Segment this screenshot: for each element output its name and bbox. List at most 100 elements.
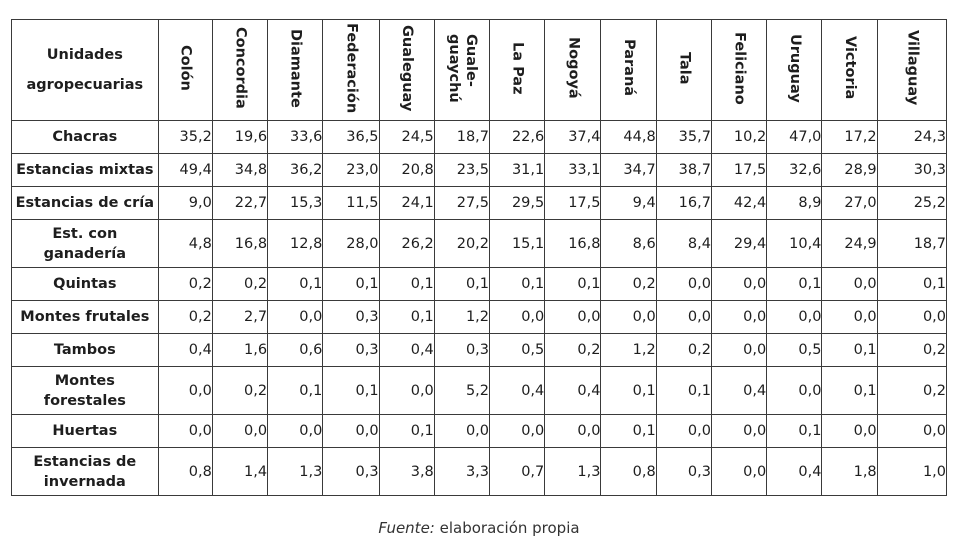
table-cell: 10,2 [710,120,768,154]
table-cell: 19,6 [211,120,269,154]
table-cell: 0,0 [876,414,948,448]
table-cell: 0,0 [544,414,602,448]
table-cell: 0,0 [489,414,546,448]
table-cell: 38,7 [655,153,712,187]
table-cell: 16,7 [655,186,712,220]
table-cell: 20,2 [433,219,491,268]
table-cell: 1,8 [821,447,878,496]
table-row: Estancias mixtas 49,4 34,8 36,2 23,0 20,8 23,5… [11,153,948,187]
table-cell: 44,8 [600,120,657,154]
table-cell: 0,1 [655,366,712,415]
table-cell: 24,5 [378,120,435,154]
column-header: Uruguay [766,19,823,121]
data-table: Unidades agropecuarias Colón Concordia D… [11,19,948,496]
column-header-label: La Paz [509,41,526,95]
column-header-label: Colón [177,45,194,91]
table-cell: 0,2 [157,300,213,334]
table-cell: 22,7 [211,186,269,220]
column-header-label: Federación [343,22,360,114]
row-label: Montes forestales [11,366,159,415]
table-cell: 0,0 [821,414,878,448]
column-header-label: Uruguay [786,33,803,103]
row-label: Estancias mixtas [11,153,159,187]
table-cell: 1,4 [211,447,269,496]
row-label: Huertas [11,414,159,448]
table-cell: 8,9 [766,186,823,220]
table-cell: 37,4 [544,120,602,154]
table-cell: 0,8 [600,447,657,496]
column-header-label: Paraná [621,39,638,97]
table-cell: 0,4 [766,447,823,496]
table-cell: 15,1 [489,219,546,268]
table-cell: 29,5 [489,186,546,220]
table-cell: 0,1 [267,366,324,415]
table-row: Tambos 0,4 1,6 0,6 0,3 0,4 0,3 0,5 0,2 1,2 0,2 0,0 0… [11,333,948,367]
table-cell: 0,2 [211,366,269,415]
table-cell: 5,2 [433,366,491,415]
table-cell: 9,0 [157,186,213,220]
column-header: Victoria [821,19,878,121]
table-cell: 1,0 [876,447,948,496]
table-cell: 23,0 [322,153,380,187]
column-header-label: Villaguay [904,30,921,106]
table-row: Montes frutales 0,2 2,7 0,0 0,3 0,1 1,2 0,0 0,0 0… [11,300,948,334]
table-cell: 1,3 [544,447,602,496]
table-cell: 32,6 [766,153,823,187]
table-cell: 17,2 [821,120,878,154]
table-cell: 0,0 [710,267,768,301]
table-cell: 4,8 [157,219,213,268]
table-cell: 0,2 [544,333,602,367]
table-cell: 9,4 [600,186,657,220]
table-cell: 0,3 [322,300,380,334]
table-cell: 0,6 [267,333,324,367]
table-cell: 0,1 [322,366,380,415]
table-cell: 0,0 [433,414,491,448]
table-cell: 0,1 [766,414,823,448]
table-row: Quintas 0,2 0,2 0,1 0,1 0,1 0,1 0,1 0,1 0,2 0,0 0,0… [11,267,948,301]
table-cell: 0,1 [766,267,823,301]
column-header: Diamante [267,19,324,121]
table-cell: 0,2 [655,333,712,367]
table-cell: 0,2 [211,267,269,301]
table-row: Estancias de invernada 0,8 1,4 1,3 0,3 3,8 3,3… [11,447,948,496]
column-header-label: Diamante [287,28,304,108]
table-cell: 0,1 [821,333,878,367]
table-cell: 0,0 [157,366,213,415]
row-label: Estancias de invernada [11,447,159,496]
table-cell: 0,1 [876,267,948,301]
table-cell: 0,0 [600,300,657,334]
table-cell: 18,7 [876,219,948,268]
table-cell: 0,3 [322,333,380,367]
table-cell: 0,5 [766,333,823,367]
table-cell: 0,0 [211,414,269,448]
column-header-label: Gualeguay [399,24,416,112]
source-label: Fuente: [378,519,435,537]
table-cell: 33,6 [267,120,324,154]
table-cell: 26,2 [378,219,435,268]
table-cell: 0,0 [710,414,768,448]
table-cell: 0,4 [378,333,435,367]
table-cell: 22,6 [489,120,546,154]
table-cell: 0,1 [378,267,435,301]
table-cell: 0,0 [655,414,712,448]
table-cell: 1,2 [600,333,657,367]
table-cell: 0,4 [157,333,213,367]
table-row: Chacras 35,2 19,6 33,6 36,5 24,5 18,7 22,6 37,4 4… [11,120,948,154]
table-cell: 0,8 [157,447,213,496]
table-cell: 0,0 [655,300,712,334]
table-cell: 0,1 [378,300,435,334]
table-cell: 1,2 [433,300,491,334]
table-cell: 0,0 [544,300,602,334]
table-cell: 16,8 [544,219,602,268]
table-cell: 0,4 [710,366,768,415]
row-label: Estancias de cría [11,186,159,220]
table-cell: 31,1 [489,153,546,187]
table-cell: 0,0 [766,366,823,415]
table-cell: 2,7 [211,300,269,334]
table-cell: 0,0 [322,414,380,448]
table-cell: 17,5 [710,153,768,187]
table-cell: 3,3 [433,447,491,496]
column-header: Villaguay [876,19,948,121]
table-cell: 0,0 [267,414,324,448]
column-header: Feliciano [710,19,768,121]
